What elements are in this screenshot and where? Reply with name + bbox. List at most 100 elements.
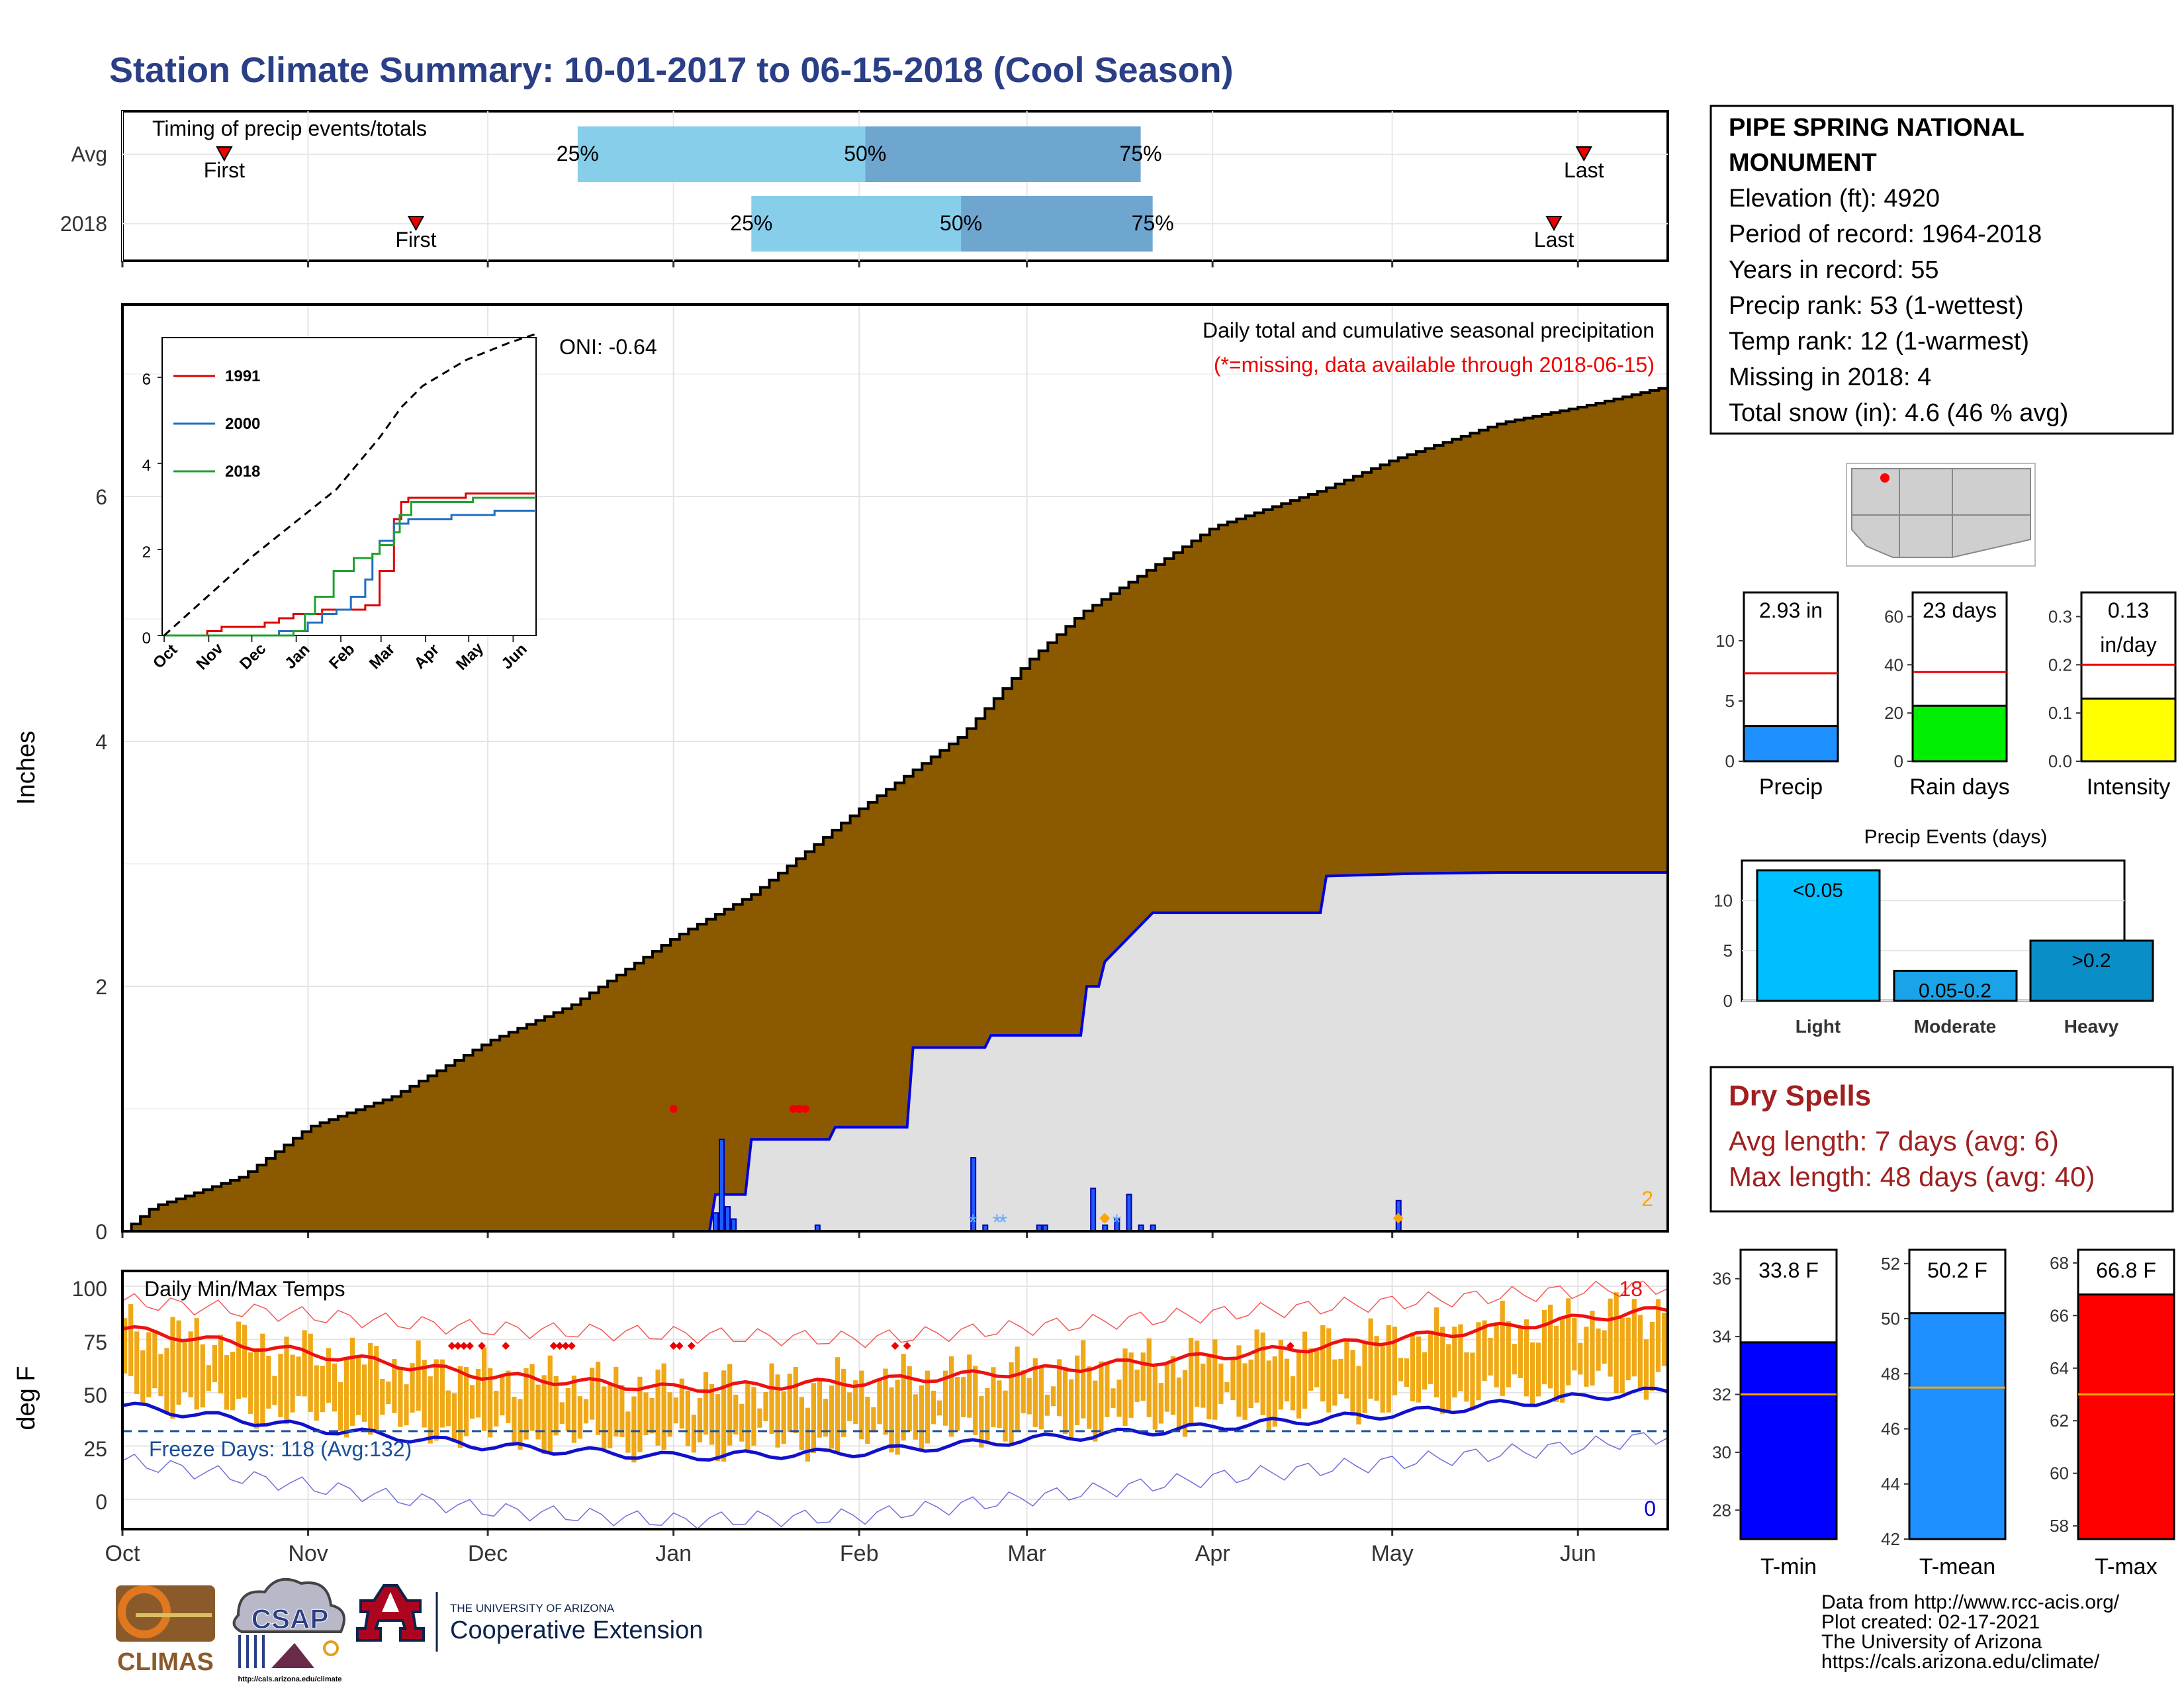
temp-title: Daily Min/Max Temps bbox=[144, 1277, 345, 1301]
timing-panel-title: Timing of precip events/totals bbox=[152, 117, 427, 140]
inset-legend-1991: 1991 bbox=[225, 367, 260, 385]
daily-temp-bar bbox=[769, 1363, 774, 1434]
snow-marker-4: * bbox=[1113, 1210, 1121, 1235]
daily-temp-bar bbox=[721, 1370, 727, 1462]
month-label-oct: Oct bbox=[105, 1541, 140, 1566]
precip-ytick-6: 6 bbox=[95, 485, 107, 509]
daily-temp-bar bbox=[1032, 1358, 1038, 1427]
daily-temp-bar bbox=[1296, 1351, 1302, 1419]
record-high-marker-14 bbox=[903, 1342, 911, 1350]
daily-temp-bar bbox=[1278, 1340, 1283, 1410]
daily-temp-bar bbox=[224, 1355, 230, 1410]
precip-subtitle: Daily total and cumulative seasonal prec… bbox=[1203, 318, 1655, 342]
snow-marker-0: * bbox=[969, 1210, 978, 1235]
timing-bar-q50-q75-1 bbox=[961, 196, 1153, 252]
daily-temp-bar bbox=[847, 1392, 852, 1421]
record-high-marker-8 bbox=[561, 1342, 570, 1350]
daily-temp-bar bbox=[488, 1368, 493, 1438]
daily-temp-bar bbox=[1015, 1346, 1020, 1430]
daily-temp-bar bbox=[1625, 1317, 1631, 1381]
daily-temp-bar bbox=[1009, 1362, 1014, 1446]
timing-panel: Timing of precip events/totals Avg 2018 … bbox=[60, 110, 1669, 267]
daily-temp-bar bbox=[1541, 1309, 1547, 1385]
timing-label-last-0: Last bbox=[1564, 158, 1604, 182]
daily-temp-bar bbox=[1590, 1311, 1595, 1386]
daily-temp-bar bbox=[523, 1368, 529, 1440]
daily-temp-bar bbox=[1344, 1338, 1349, 1399]
daily-temp-bar bbox=[979, 1395, 984, 1448]
daily-temp-bar bbox=[1272, 1356, 1277, 1427]
daily-temp-bar bbox=[1075, 1355, 1080, 1425]
temp-bar-ytick-label: 52 bbox=[1881, 1254, 1900, 1274]
daily-temp-bar bbox=[152, 1329, 158, 1389]
daily-temp-bar bbox=[942, 1370, 948, 1426]
precip-event-category-light: Light bbox=[1796, 1016, 1841, 1037]
station-elevation: Elevation (ft): 4920 bbox=[1729, 185, 1940, 212]
temp-bar-label: T-min bbox=[1760, 1554, 1817, 1579]
daily-temp-bar bbox=[1038, 1366, 1044, 1430]
daily-precip-bar-1 bbox=[719, 1139, 725, 1232]
mini-bar-ytick-label: 60 bbox=[1884, 606, 1903, 626]
daily-temp-bar bbox=[368, 1342, 373, 1435]
daily-temp-bar bbox=[1422, 1352, 1428, 1390]
daily-temp-bar bbox=[535, 1384, 541, 1440]
daily-temp-bar bbox=[362, 1364, 367, 1422]
month-label-jan: Jan bbox=[655, 1541, 692, 1566]
daily-temp-bar bbox=[901, 1354, 906, 1441]
precip-ytick-2: 2 bbox=[95, 975, 107, 999]
temp-bar-ytick-label: 28 bbox=[1712, 1500, 1731, 1520]
station-years: Years in record: 55 bbox=[1729, 256, 1939, 284]
daily-temp-bar bbox=[673, 1397, 678, 1424]
csap-wordmark: CSAP bbox=[251, 1603, 329, 1634]
daily-temp-bar bbox=[823, 1399, 829, 1437]
mini-bar-ytick-label: 0 bbox=[1894, 751, 1903, 771]
heavy-event-marker-0 bbox=[1099, 1213, 1111, 1224]
daily-temp-bar bbox=[1631, 1299, 1637, 1377]
precip-event-value-heavy: >0.2 bbox=[2071, 950, 2111, 972]
temp-bar-chart-t-mean: 50.2 F T-mean 42 44 46 48 50 52 bbox=[1881, 1248, 2007, 1579]
daily-temp-bar bbox=[1068, 1379, 1074, 1438]
daily-temp-bar bbox=[260, 1333, 265, 1425]
daily-temp-bar bbox=[703, 1372, 709, 1435]
daily-temp-bar bbox=[512, 1397, 517, 1442]
daily-temp-bar bbox=[1122, 1348, 1128, 1427]
month-label-jun: Jun bbox=[1560, 1541, 1596, 1566]
record-high-marker-2 bbox=[459, 1342, 468, 1350]
mini-bar-value-label: 0.13 bbox=[2108, 598, 2149, 622]
daily-temp-bar bbox=[1637, 1315, 1643, 1389]
daily-temp-bar bbox=[1266, 1360, 1271, 1430]
daily-temp-bar bbox=[182, 1342, 187, 1392]
inset-ytick-2: 2 bbox=[142, 543, 151, 561]
daily-temp-bar bbox=[463, 1367, 469, 1436]
daily-temp-bar bbox=[637, 1376, 643, 1452]
temp-bar-value bbox=[1739, 1341, 1838, 1540]
station-name-line2: MONUMENT bbox=[1729, 149, 1877, 177]
daily-temp-bar bbox=[1320, 1325, 1326, 1402]
daily-temp-bar bbox=[1416, 1336, 1422, 1403]
daily-temp-bar bbox=[188, 1331, 193, 1397]
daily-temp-bar bbox=[1314, 1350, 1320, 1387]
record-high-marker-5 bbox=[502, 1342, 510, 1350]
precip-events-chart: Precip Events (days) 0 5 10 <0.05 Light 0.05-… bbox=[1713, 826, 2154, 1037]
precip-event-category-heavy: Heavy bbox=[2064, 1016, 2119, 1037]
daily-temp-bar bbox=[1494, 1322, 1499, 1387]
mini-bar-label: Precip bbox=[1759, 774, 1823, 800]
daily-temp-bar bbox=[577, 1396, 583, 1439]
footer-line-1: Data from http://www.rcc-acis.org/ bbox=[1821, 1591, 2120, 1613]
ua-line-1: THE UNIVERSITY OF ARIZONA bbox=[450, 1602, 615, 1615]
daily-temp-bar bbox=[308, 1333, 313, 1412]
daily-temp-bar bbox=[589, 1368, 595, 1420]
temp-bar-value-label: 50.2 F bbox=[1927, 1258, 1987, 1282]
daily-temp-bar bbox=[1566, 1298, 1571, 1385]
daily-temp-bar bbox=[829, 1385, 835, 1449]
daily-temp-bar bbox=[553, 1376, 559, 1436]
daily-temp-bar bbox=[1452, 1327, 1457, 1398]
inset-legend-2018: 2018 bbox=[225, 463, 260, 481]
daily-temp-bar bbox=[1260, 1332, 1265, 1415]
timing-row-label-2018: 2018 bbox=[60, 212, 107, 236]
month-label-feb: Feb bbox=[840, 1541, 879, 1566]
daily-temp-bar bbox=[1362, 1341, 1367, 1413]
daily-temp-bar bbox=[332, 1363, 338, 1412]
daily-temp-bar bbox=[733, 1394, 739, 1435]
daily-temp-bar bbox=[1578, 1342, 1583, 1375]
